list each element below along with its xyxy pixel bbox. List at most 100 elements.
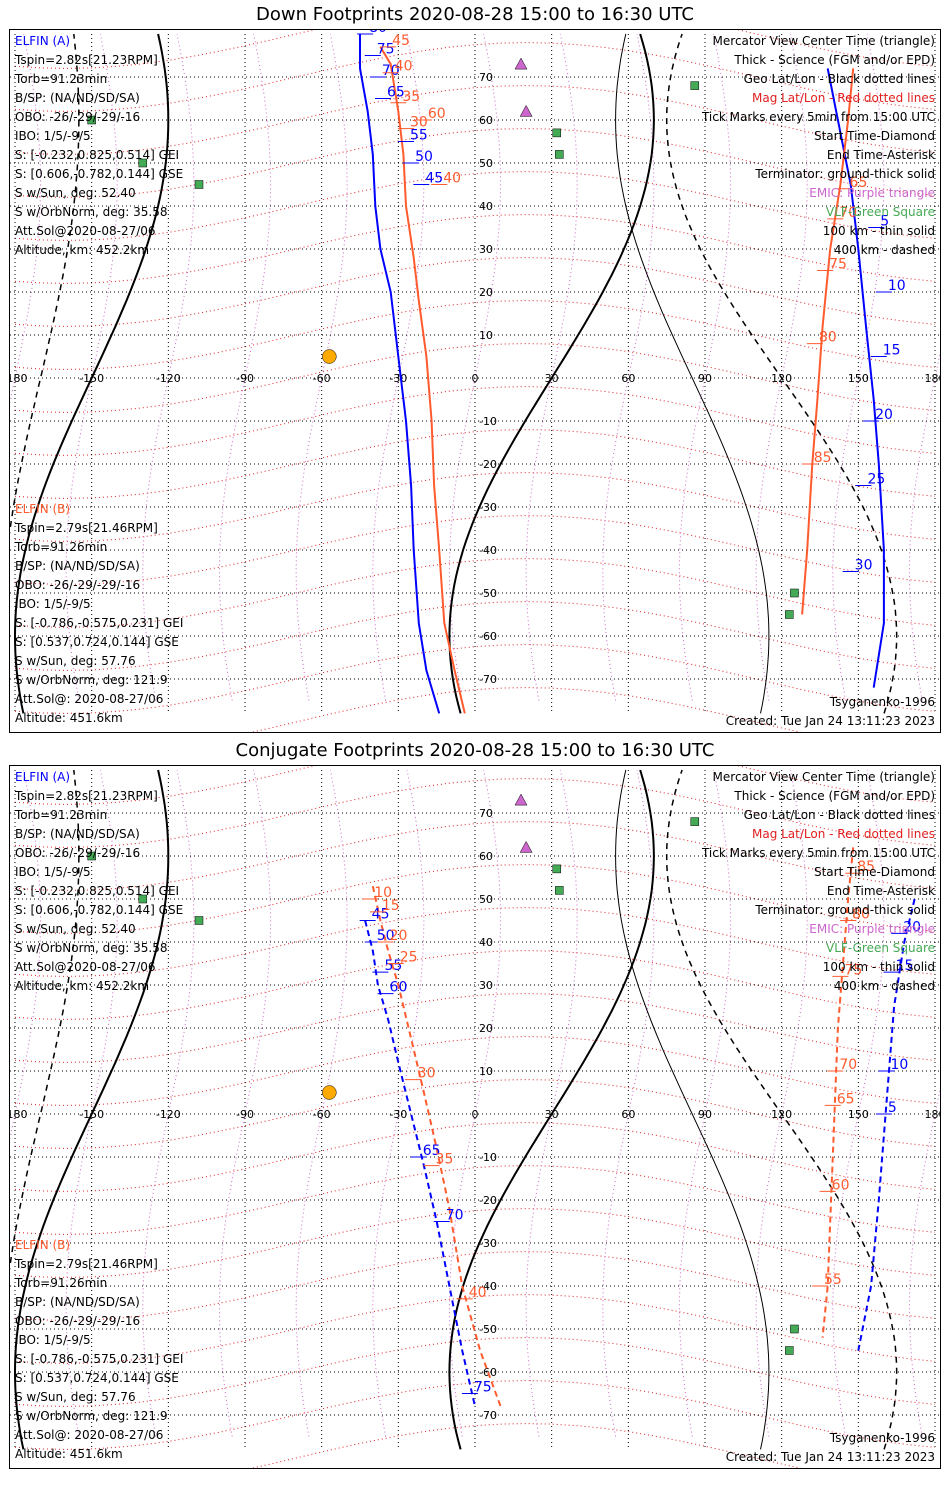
- mag-lon-line: [372, 769, 425, 1437]
- vlf-square-icon: [138, 158, 148, 168]
- elfin-b-info-line: S w/OrbNorm, deg: 121.9: [15, 1409, 168, 1423]
- elfin-a-label: ELFIN (A): [15, 34, 71, 48]
- emic-triangle-icon: [514, 793, 528, 806]
- terminator-line: [665, 33, 898, 714]
- legend-item: Start Time-Diamond: [813, 865, 935, 879]
- elfin-a-track: [364, 920, 476, 1407]
- mag-lon-line: [448, 769, 502, 1437]
- elfin-a-tick-label: 50: [415, 149, 433, 165]
- lat-label: 60: [479, 114, 493, 127]
- elfin-a-info-line: S: [-0.232,0.825,0.514] GEI: [15, 148, 180, 162]
- vlf-square-icon: [785, 610, 794, 619]
- mag-lon-line: [678, 33, 732, 701]
- lon-label: 90: [698, 1108, 712, 1121]
- mag-lat-line: [14, 300, 936, 370]
- elfin-a-info-line: B/SP: (NA/ND/SD/SA): [15, 91, 140, 105]
- mag-lat-line: [14, 766, 936, 805]
- elfin-a-info-line: Att.Sol@2020-08-27/06: [15, 224, 156, 238]
- map-canvas-conjugate: -180-150-120-90-60-300306090120150180706…: [10, 766, 940, 1468]
- elfin-b-info: Tspin=2.79s[21.46RPM] Torb=91.26min B/SP: …: [15, 519, 183, 728]
- vlf-square-icon: [555, 150, 564, 159]
- footer-line: Created: Tue Jan 24 13:11:23 2023: [725, 714, 935, 728]
- lat-label: -50: [479, 587, 497, 600]
- legend-item: 400 km - dashed: [833, 979, 935, 993]
- map-canvas-down: -180-150-120-90-60-300306090120150180706…: [10, 30, 940, 732]
- elfin-b-info-line: B/SP: (NA/ND/SD/SA): [15, 559, 140, 573]
- lat-label: 40: [479, 936, 493, 949]
- elfin-b-tick-east-label: 80: [852, 907, 870, 923]
- elfin-b-track: [371, 885, 502, 1407]
- legend-item: VLF-Green Square: [826, 205, 935, 219]
- mag-lon-line: [295, 33, 348, 701]
- lat-label: -50: [479, 1323, 497, 1336]
- elfin-a-track-east: [857, 898, 916, 1351]
- elfin-a-tick-east-label: 30: [855, 558, 873, 574]
- map-panel-down[interactable]: -180-150-120-90-60-300306090120150180706…: [9, 29, 941, 733]
- elfin-a-info-line: B/SP: (NA/ND/SD/SA): [15, 827, 140, 841]
- map-panel-conjugate[interactable]: -180-150-120-90-60-300306090120150180706…: [9, 765, 941, 1469]
- legend-item: EMIC: Purple triangle: [809, 922, 935, 936]
- elfin-a-track: [359, 34, 441, 714]
- emic-triangle-icon: [519, 840, 533, 853]
- terminator-line: [448, 33, 655, 714]
- lon-label: -90: [236, 372, 254, 385]
- lon-label: -30: [389, 1108, 407, 1121]
- elfin-a-tick-label: 65: [423, 1143, 441, 1159]
- mag-lon-line: [218, 33, 272, 701]
- elfin-b-tick-label: 40: [469, 1285, 487, 1301]
- sun-icon: [322, 1085, 337, 1100]
- footer-line: Created: Tue Jan 24 13:11:23 2023: [725, 1450, 935, 1464]
- legend-item: 100 km - thin solid: [822, 224, 935, 238]
- elfin-b-info-line: Tspin=2.79s[21.46RPM]: [15, 521, 158, 535]
- mag-lon-line: [142, 33, 195, 701]
- elfin-a-info: Tspin=2.82s[21.23RPM] Torb=91.23min B/SP: …: [15, 787, 183, 996]
- lon-label: 90: [698, 372, 712, 385]
- lat-label: 10: [479, 1065, 493, 1078]
- lat-label: 60: [479, 850, 493, 863]
- elfin-b-tick-label: 40: [443, 171, 461, 187]
- panel-title-conjugate: Conjugate Footprints 2020-08-28 15:00 to…: [235, 740, 715, 761]
- mag-lon-line: [525, 769, 578, 1437]
- elfin-a-info-line: S w/Sun, deg: 52.40: [15, 186, 136, 200]
- sun-icon: [322, 349, 337, 364]
- mag-lat-line: [14, 1380, 936, 1450]
- lon-label: 180: [925, 1108, 941, 1121]
- legend-item: Start Time-Diamond: [813, 129, 935, 143]
- elfin-a-tick-label: 60: [390, 980, 408, 996]
- elfin-b-tick-label: 25: [400, 950, 418, 966]
- lat-label: 50: [479, 893, 493, 906]
- lon-label: 60: [621, 372, 635, 385]
- mag-lat-line: [14, 1208, 936, 1278]
- elfin-a-info-line: S w/OrbNorm, deg: 35.58: [15, 941, 168, 955]
- elfin-b-info-line: Att.Sol@: 2020-08-27/06: [15, 1428, 164, 1442]
- elfin-a-info-line: Torb=91.23min: [15, 808, 108, 822]
- elfin-b-info-line: Att.Sol@: 2020-08-27/06: [15, 692, 164, 706]
- lon-label: -120: [156, 372, 181, 385]
- vlf-square-icon: [785, 1346, 794, 1355]
- mag-lon-line: [142, 769, 195, 1437]
- lat-label: 10: [479, 329, 493, 342]
- mag-lat-line: [14, 1079, 936, 1149]
- elfin-b-tick-east-label: 85: [857, 859, 875, 875]
- elfin-b-tick-label: 30: [410, 115, 428, 131]
- mag-lat-line: [14, 515, 936, 585]
- lat-label: 20: [479, 1022, 493, 1035]
- legend-item: Mercator View Center Time (triangle): [712, 34, 935, 48]
- elfin-b-info-line: S w/OrbNorm, deg: 121.9: [15, 673, 168, 687]
- vlf-square-icon: [194, 916, 204, 925]
- mag-lat-line: [250, 687, 802, 732]
- lon-label: 180: [925, 372, 941, 385]
- mag-lat-line: [14, 171, 936, 241]
- lat-label: -30: [479, 1237, 497, 1250]
- elfin-a-tick-label: 75: [474, 1380, 492, 1396]
- elfin-b-track-east: [801, 68, 855, 615]
- elfin-a-tick-east-label: 10: [890, 1057, 908, 1073]
- emic-triangle-icon: [519, 104, 533, 117]
- legend-item: Geo Lat/Lon - Black dotted lines: [743, 72, 935, 86]
- terminator-line: [665, 769, 898, 1450]
- legend-item: Thick - Science (FGM and/or EPD): [734, 53, 935, 67]
- mag-lat-line: [250, 1423, 802, 1468]
- terminator-line: [615, 33, 770, 714]
- elfin-a-info-line: S w/Sun, deg: 52.40: [15, 922, 136, 936]
- elfin-b-tick-label: 60: [428, 106, 446, 122]
